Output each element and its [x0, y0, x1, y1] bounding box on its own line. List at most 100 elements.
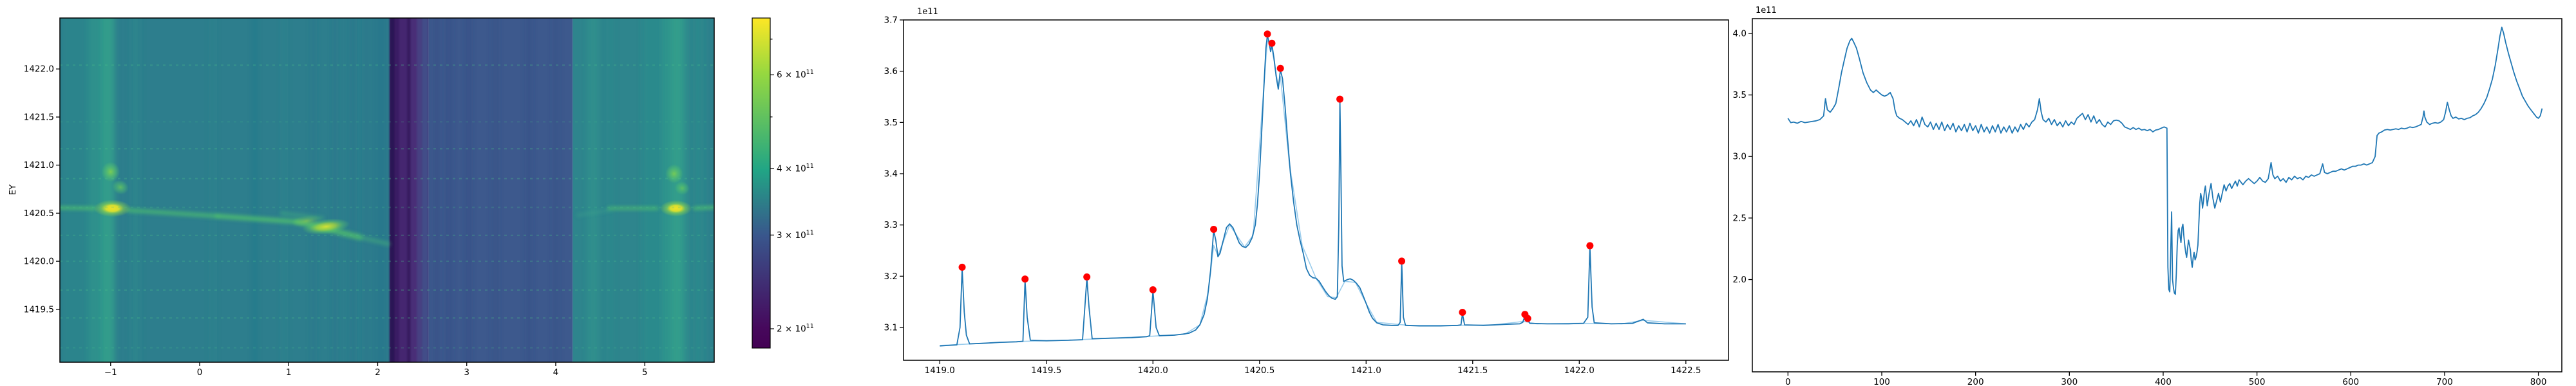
spectrum-peak-marker — [1268, 39, 1276, 47]
spectrum-xtick-label: 1419.0 — [925, 365, 955, 376]
heatmap-xtick-label: 5 — [642, 367, 648, 378]
heatmap-stripe — [370, 18, 374, 362]
colorbar-frame — [752, 17, 771, 349]
heatmap-dropout-band — [390, 18, 429, 362]
heatmap-stripe — [587, 18, 599, 362]
heatmap-emission-streak — [357, 235, 391, 246]
spectrum-ticks: 1419.0 1419.5 1420.0 1420.5 1421.0 1421.5 1422… — [884, 15, 1701, 376]
heatmap-ytick-label: 1421.5 — [24, 112, 54, 122]
spectrum-ytick-label: 3.1 — [884, 323, 898, 333]
heatmap-ytick-label: 1420.5 — [24, 208, 54, 219]
heatmap-stripe — [350, 18, 355, 362]
heatmap-bright-blob — [101, 161, 120, 182]
heatmap-band-stripe — [394, 18, 399, 362]
heatmap-stripe — [131, 18, 140, 362]
heatmap-xtick-label: 0 — [197, 367, 203, 378]
heatmap-image — [60, 18, 714, 362]
colorbar-gradient — [752, 18, 770, 348]
heatmap-stripe — [211, 18, 216, 362]
spectrum-ytick-label: 3.7 — [884, 15, 898, 26]
heatmap-bright-blob — [659, 200, 692, 217]
heatmap-stripe — [695, 18, 701, 362]
heatmap-xtick-label: 2 — [375, 367, 381, 378]
spectrum-xtick-label: 1421.5 — [1457, 365, 1488, 376]
heatmap-emission-streak — [214, 214, 300, 225]
spectrum-peak-marker — [1276, 64, 1284, 72]
spectrum-peak-marker — [1398, 257, 1406, 265]
heatmap-stripe — [708, 18, 713, 362]
spectrum-xtick-label: 1419.5 — [1031, 365, 1061, 376]
timeseries-xtick-label: 700 — [2436, 377, 2453, 386]
heatmap-stripe — [281, 18, 287, 362]
colorbar-tick-label: 2 × 1011 — [777, 323, 814, 335]
timeseries-plot-area — [1787, 26, 2543, 295]
spectrum-ytick-label: 3.2 — [884, 271, 898, 282]
heatmap-band-stripe — [399, 18, 408, 362]
heatmap-ytick-label: 1422.0 — [24, 64, 54, 75]
spectrum-ytick-label: 3.5 — [884, 118, 898, 128]
spectrum-peak-marker — [958, 263, 966, 271]
timeseries-ytick-label: 2.5 — [1733, 213, 1747, 223]
timeseries-ytick-label: 2.0 — [1733, 275, 1747, 285]
timeseries-ytick-label: 3.5 — [1733, 90, 1747, 100]
spectrum-offset-exponent-label: 1e11 — [917, 7, 938, 17]
heatmap-stripe — [553, 18, 558, 362]
heatmap-stripe — [252, 18, 257, 362]
spectrum-xtick-label: 1422.5 — [1671, 365, 1701, 376]
heatmap-stripe — [101, 18, 115, 362]
spectrum-xtick-label: 1421.0 — [1351, 365, 1381, 376]
heatmap-ytick-label: 1419.5 — [24, 304, 54, 315]
heatmap-band-stripe — [407, 18, 411, 362]
heatmap-xtick-label: −1 — [104, 367, 117, 378]
heatmap-ytick-label: 1420.0 — [24, 257, 54, 267]
heatmap-band-stripe — [410, 18, 417, 362]
heatmap-ticks: −1 0 1 2 3 4 5 1419.5 1420.0 1420.5 1421.0 1421.5 14… — [24, 64, 648, 378]
heatmap-band-stripe — [390, 18, 395, 362]
timeseries-xtick-label: 800 — [2530, 377, 2547, 386]
spectrum-peak-marker — [1459, 309, 1466, 317]
heatmap-stripe — [377, 18, 382, 362]
timeseries-background — [1752, 19, 2562, 372]
timeseries-ytick-label: 4.0 — [1733, 28, 1747, 39]
heatmap-xtick-label: 4 — [553, 367, 559, 378]
heatmap-band-stripe — [422, 18, 429, 362]
heatmap-ytick-label: 1421.0 — [24, 160, 54, 170]
heatmap-stripe — [466, 18, 471, 362]
heatmap-emission-streak — [692, 205, 714, 210]
timeseries-xtick-label: 500 — [2249, 377, 2266, 386]
spectrum-peak-marker — [1336, 95, 1344, 103]
colorbar-ticks: 6 × 1011 4 × 1011 3 × 1011 2 × 1011 — [770, 39, 814, 335]
spectrum-xtick-label: 1422.0 — [1564, 365, 1595, 376]
timeseries-curve — [1787, 26, 2543, 295]
spectrum-background — [904, 20, 1728, 360]
heatmap-stripe — [493, 18, 498, 362]
timeseries-xtick-label: 600 — [2342, 377, 2359, 386]
heatmap-y-axis-label: EY — [8, 184, 18, 196]
spectrum-peak-marker — [1586, 242, 1594, 250]
heatmap-stripe — [312, 18, 316, 362]
heatmap-band-stripe — [417, 18, 422, 362]
heatmap-bright-blob — [290, 214, 323, 227]
heatmap-bright-blob — [93, 199, 131, 217]
heatmap-xtick-label: 1 — [286, 367, 292, 378]
spectrum-plot-area — [940, 30, 1686, 347]
heatmap-bright-blob — [665, 164, 683, 184]
heatmap-stripe — [333, 18, 337, 362]
colorbar-tick-label: 3 × 1011 — [777, 229, 814, 241]
spectrum-ytick-label: 3.6 — [884, 66, 898, 77]
spectrum-peak-marker — [1524, 315, 1531, 322]
timeseries-frame — [1752, 18, 2562, 372]
heatmap-emission-streak — [126, 208, 220, 219]
heatmap-emission-streak — [576, 208, 611, 217]
spectrum-peak-marker — [1149, 286, 1157, 293]
spectrum-peak-marker — [1210, 225, 1218, 233]
spectrum-peak-marker — [1021, 275, 1029, 283]
heatmap-stripe — [363, 18, 367, 362]
timeseries-xtick-label: 200 — [1967, 377, 1984, 386]
colorbar-tick-label: 4 × 1011 — [777, 163, 814, 174]
spectrum-peak-marker — [1083, 273, 1091, 281]
timeseries-xtick-label: 0 — [1785, 377, 1791, 386]
spectrum-xtick-label: 1420.5 — [1244, 365, 1274, 376]
